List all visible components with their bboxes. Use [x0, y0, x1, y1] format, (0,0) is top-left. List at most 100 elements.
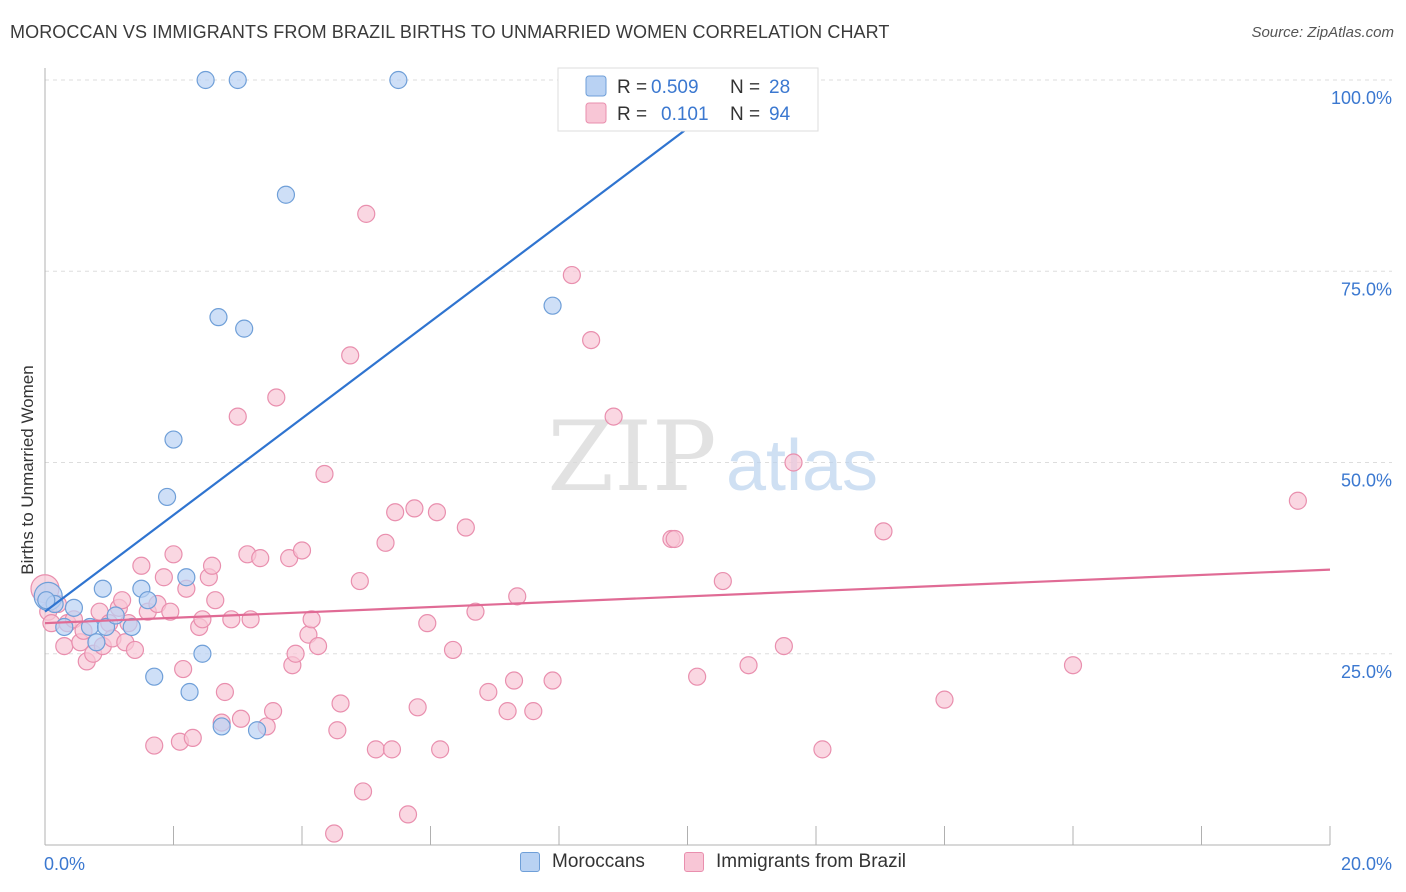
grid-lines: [45, 79, 1392, 655]
watermark-atlas: atlas: [726, 426, 878, 506]
legend-item-immigrants-from-brazil[interactable]: Immigrants from Brazil: [684, 851, 906, 873]
moroccans-point[interactable]: [276, 185, 296, 204]
brazil-point[interactable]: [161, 602, 180, 621]
moroccans-point[interactable]: [138, 591, 157, 610]
brazil-point[interactable]: [308, 636, 328, 656]
brazil-point[interactable]: [366, 740, 385, 759]
brazil-point[interactable]: [132, 556, 151, 575]
brazil-point[interactable]: [215, 682, 234, 702]
x-tick-label: 20.0%: [1341, 854, 1392, 874]
brazil-point[interactable]: [222, 610, 241, 629]
brazil-point[interactable]: [508, 587, 527, 606]
brazil-point[interactable]: [286, 644, 305, 663]
moroccans-point[interactable]: [196, 70, 215, 90]
brazil-point[interactable]: [418, 614, 437, 633]
brazil-point[interactable]: [688, 667, 707, 686]
brazil-point[interactable]: [112, 591, 132, 610]
stats-n-value-moroccans: 28: [769, 77, 790, 98]
brazil-point[interactable]: [398, 805, 418, 824]
trend-lines: [44, 79, 1331, 625]
brazil-point[interactable]: [774, 636, 793, 656]
brazil-point[interactable]: [784, 453, 803, 472]
brazil-point[interactable]: [350, 571, 369, 591]
brazil-point[interactable]: [125, 640, 145, 660]
y-tick-label: 50.0%: [1341, 471, 1392, 491]
brazil-point[interactable]: [813, 740, 832, 759]
brazil-point[interactable]: [874, 522, 893, 541]
brazil-point[interactable]: [202, 556, 222, 575]
brazil-point[interactable]: [443, 640, 463, 660]
moroccans-point[interactable]: [543, 296, 562, 315]
brazil-point[interactable]: [206, 591, 225, 610]
brazil-point[interactable]: [479, 682, 498, 702]
legend-item-moroccans[interactable]: Moroccans: [520, 851, 645, 873]
brazil-point[interactable]: [713, 571, 732, 591]
brazil-point[interactable]: [456, 518, 475, 537]
moroccans-point[interactable]: [164, 430, 183, 449]
moroccans-point[interactable]: [157, 487, 177, 507]
brazil-point[interactable]: [382, 740, 402, 759]
brazil-point[interactable]: [739, 656, 758, 675]
brazil-point[interactable]: [55, 636, 74, 656]
moroccans-point[interactable]: [122, 617, 141, 637]
moroccans-point[interactable]: [209, 308, 228, 327]
brazil-point[interactable]: [302, 610, 321, 629]
stats-legend: R = 0.509 N = 28 R = 0.101 N = 94: [557, 67, 819, 132]
brazil-point[interactable]: [431, 740, 450, 759]
brazil-point[interactable]: [498, 702, 517, 721]
brazil-point[interactable]: [357, 204, 376, 223]
brazil-point[interactable]: [665, 529, 684, 549]
brazil-point[interactable]: [935, 690, 954, 709]
moroccans-point[interactable]: [389, 70, 408, 90]
brazil-point[interactable]: [405, 499, 424, 518]
brazil-point[interactable]: [408, 698, 427, 717]
brazil-point[interactable]: [331, 694, 350, 713]
brazil-point[interactable]: [193, 610, 212, 629]
brazil-point[interactable]: [292, 541, 312, 560]
watermark-zip: ZIP: [547, 401, 716, 513]
brazil-point[interactable]: [524, 702, 543, 721]
brazil-point[interactable]: [145, 736, 164, 755]
brazil-point[interactable]: [154, 568, 173, 587]
brazil-point[interactable]: [466, 602, 485, 621]
brazil-point[interactable]: [427, 503, 447, 522]
moroccans-point[interactable]: [193, 644, 212, 663]
moroccans-point[interactable]: [180, 682, 199, 702]
brazil-point[interactable]: [174, 659, 193, 679]
brazil-point[interactable]: [353, 782, 373, 801]
brazil-point[interactable]: [263, 702, 283, 721]
brazil-point[interactable]: [228, 407, 247, 426]
stats-swatch-moroccans: [585, 75, 607, 97]
brazil-point[interactable]: [582, 331, 601, 350]
moroccans-point[interactable]: [37, 591, 56, 610]
brazil-point[interactable]: [386, 503, 405, 522]
brazil-point[interactable]: [328, 721, 347, 740]
brazil-point[interactable]: [562, 265, 581, 285]
stats-n-value-brazil: 94: [769, 104, 791, 125]
brazil-point[interactable]: [251, 549, 270, 568]
brazil-point[interactable]: [325, 824, 344, 843]
brazil-point[interactable]: [231, 709, 251, 728]
moroccans-point[interactable]: [235, 319, 254, 338]
brazil-point[interactable]: [1288, 491, 1307, 510]
brazil-point[interactable]: [604, 407, 623, 426]
brazil-point[interactable]: [376, 533, 395, 552]
brazil-point[interactable]: [341, 346, 360, 365]
moroccans-point[interactable]: [247, 721, 267, 740]
moroccans-point[interactable]: [145, 667, 164, 686]
brazil-point[interactable]: [164, 545, 183, 564]
brazil-point[interactable]: [267, 388, 286, 407]
moroccans-point[interactable]: [64, 598, 84, 617]
moroccans-point[interactable]: [93, 579, 112, 598]
moroccans-point[interactable]: [228, 70, 247, 90]
moroccans-point[interactable]: [87, 633, 106, 652]
moroccans-point[interactable]: [212, 717, 231, 736]
stats-r-label-moroccans: R =: [617, 77, 647, 98]
brazil-point[interactable]: [1063, 656, 1083, 675]
moroccans-point[interactable]: [177, 568, 196, 587]
brazil-point[interactable]: [183, 728, 202, 748]
brazil-point[interactable]: [543, 671, 562, 690]
brazil-point[interactable]: [315, 464, 334, 484]
brazil-point[interactable]: [504, 671, 524, 690]
